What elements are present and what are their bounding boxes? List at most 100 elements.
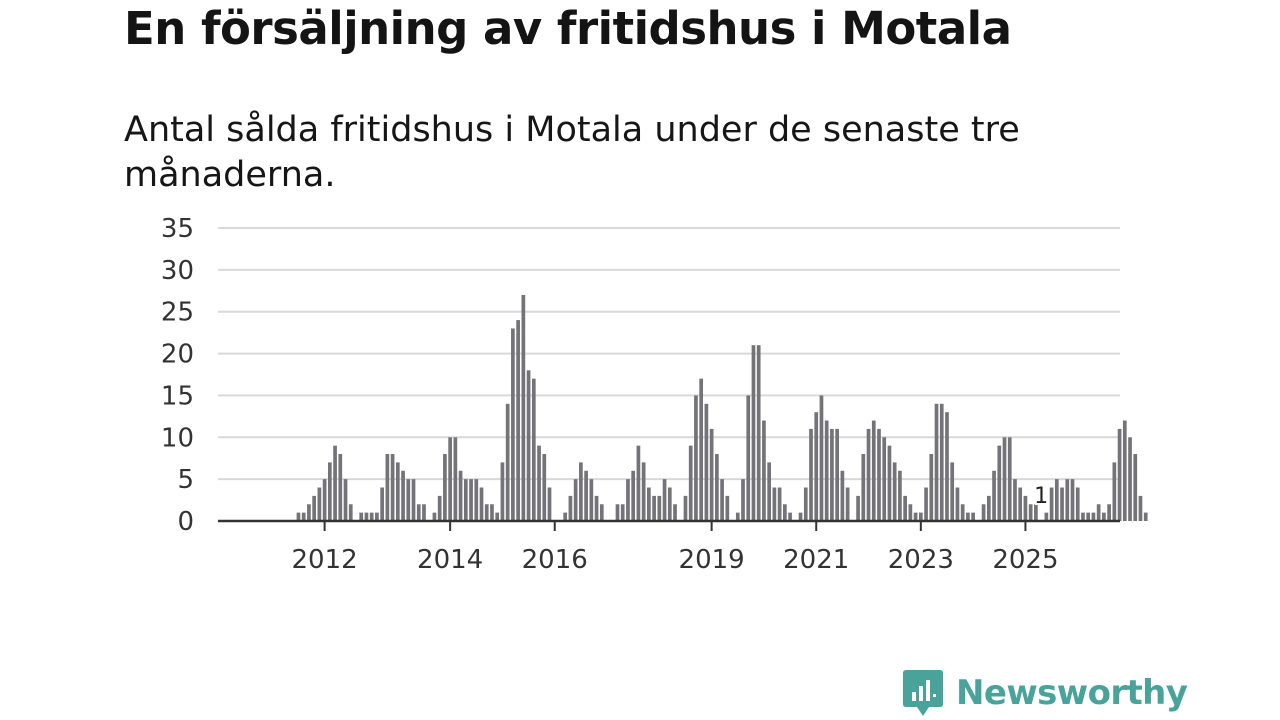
bar xyxy=(1086,512,1091,521)
bars xyxy=(296,294,1148,521)
bar xyxy=(338,454,343,521)
bar xyxy=(1034,504,1038,521)
y-tick-label: 35 xyxy=(161,214,194,244)
bar xyxy=(641,462,646,521)
y-tick-label: 5 xyxy=(177,465,194,495)
bar xyxy=(939,403,944,521)
bar xyxy=(971,512,975,521)
bar xyxy=(542,454,547,521)
bar xyxy=(715,454,719,521)
bar xyxy=(343,479,348,521)
bar xyxy=(422,504,426,521)
bar xyxy=(458,470,463,521)
bar xyxy=(783,504,787,521)
bar xyxy=(369,512,374,521)
bar xyxy=(584,470,588,521)
bar xyxy=(667,487,672,521)
bar xyxy=(1081,512,1085,521)
bar xyxy=(647,487,651,521)
bar xyxy=(767,462,772,521)
x-tick-label: 2021 xyxy=(783,545,849,575)
bar xyxy=(631,470,636,521)
bar xyxy=(830,428,834,521)
bar xyxy=(1112,462,1117,521)
bar xyxy=(453,437,458,521)
bar xyxy=(746,395,751,521)
bar xyxy=(395,462,400,521)
bar xyxy=(620,504,625,521)
bar xyxy=(615,504,620,521)
bar xyxy=(1075,487,1080,521)
bar xyxy=(819,395,824,521)
bar xyxy=(950,462,955,521)
bar xyxy=(573,479,578,521)
bar xyxy=(824,420,829,521)
bar xyxy=(380,487,384,521)
bar xyxy=(777,487,782,521)
bar xyxy=(966,512,970,521)
x-tick-label: 2019 xyxy=(679,545,745,575)
bar xyxy=(887,445,892,521)
bar xyxy=(657,495,662,521)
bar xyxy=(385,454,390,521)
bar xyxy=(1013,479,1017,521)
bar xyxy=(448,437,452,521)
bar xyxy=(317,487,322,521)
bar xyxy=(1054,479,1059,521)
bar xyxy=(474,479,479,521)
bar xyxy=(516,320,520,521)
bar xyxy=(1070,479,1075,521)
bar xyxy=(955,487,960,521)
bar xyxy=(359,512,364,521)
bar xyxy=(301,512,306,521)
bar xyxy=(626,479,630,521)
bar xyxy=(469,479,473,521)
bar xyxy=(992,470,996,521)
bar xyxy=(307,504,311,521)
bar xyxy=(683,495,688,521)
bar xyxy=(814,412,819,521)
bar xyxy=(443,454,447,521)
bar xyxy=(490,504,494,521)
axes xyxy=(218,519,1120,531)
newsworthy-logo: Newsworthy xyxy=(902,668,1188,718)
bar xyxy=(1049,487,1054,521)
chart-title: En försäljning av fritidshus i Motala xyxy=(124,2,1012,55)
bar xyxy=(924,487,928,521)
bar xyxy=(1133,454,1138,521)
bar xyxy=(1044,512,1049,521)
bar xyxy=(1065,479,1070,521)
bar xyxy=(981,504,986,521)
bar xyxy=(375,512,379,521)
bar xyxy=(877,428,881,521)
bar xyxy=(1138,495,1143,521)
bar xyxy=(798,512,803,521)
bar xyxy=(1107,504,1111,521)
bar xyxy=(735,512,740,521)
bar xyxy=(751,345,756,521)
bar xyxy=(756,345,761,521)
bar xyxy=(495,512,500,521)
bar xyxy=(673,504,677,521)
bar xyxy=(500,462,505,521)
bar xyxy=(1018,487,1023,521)
bar xyxy=(463,479,468,521)
bar xyxy=(589,479,594,521)
bar xyxy=(312,495,316,521)
bar xyxy=(636,445,641,521)
x-tick-label: 2014 xyxy=(417,545,483,575)
bar xyxy=(526,370,531,521)
y-tick-label: 10 xyxy=(161,423,194,453)
bar xyxy=(892,462,897,521)
bar xyxy=(898,470,902,521)
bar xyxy=(348,504,353,521)
bar xyxy=(568,495,573,521)
bar xyxy=(688,445,693,521)
bar xyxy=(437,495,442,521)
gridlines xyxy=(218,227,1120,481)
y-tick-label: 15 xyxy=(161,381,194,411)
bar xyxy=(416,504,421,521)
bar xyxy=(986,495,991,521)
